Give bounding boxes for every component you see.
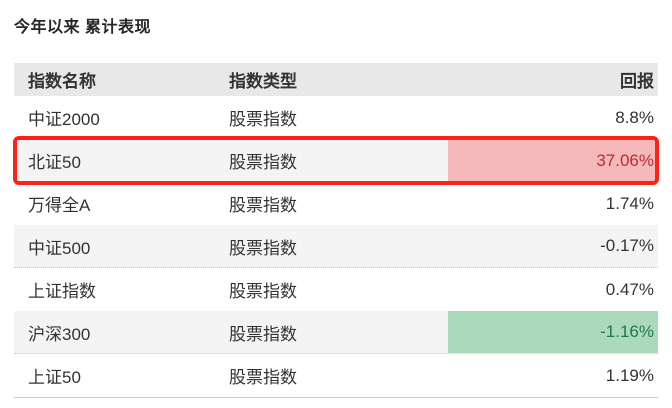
- index-name-cell: 万得全A: [28, 196, 91, 215]
- table-header-row: 指数名称 指数类型 回报: [14, 63, 658, 96]
- header-return: 回报: [620, 72, 654, 91]
- index-type-cell: 股票指数: [229, 368, 297, 387]
- index-type-cell: 股票指数: [229, 282, 297, 301]
- return-cell: 37.06%: [448, 139, 658, 182]
- index-name-cell: 上证50: [28, 368, 81, 387]
- return-cell: 1.19%: [605, 365, 654, 385]
- table-row[interactable]: 上证指数 股票指数 0.47%: [14, 268, 658, 311]
- return-cell: -0.17%: [600, 236, 654, 255]
- table-row[interactable]: 沪深300 股票指数 -1.16%: [14, 311, 658, 354]
- index-type-cell: 股票指数: [229, 324, 297, 344]
- table-row[interactable]: 北证50 股票指数 37.06%: [13, 136, 659, 185]
- return-cell: 8.8%: [615, 107, 654, 127]
- performance-table: 指数名称 指数类型 回报 中证2000 股票指数 8.8% 北证50 股票指数 …: [13, 63, 659, 398]
- header-index-type: 指数类型: [229, 72, 297, 91]
- page: 今年以来 累计表现 指数名称 指数类型 回报 中证2000 股票指数 8.8% …: [13, 19, 659, 398]
- return-cell: 1.74%: [605, 193, 654, 213]
- table-body: 中证2000 股票指数 8.8% 北证50 股票指数 37.06% 万得全A 股…: [13, 96, 659, 398]
- index-name-cell: 沪深300: [28, 324, 91, 344]
- index-type-cell: 股票指数: [229, 110, 297, 129]
- table-row[interactable]: 中证2000 股票指数 8.8%: [14, 96, 658, 139]
- index-name-cell: 中证2000: [28, 110, 100, 129]
- index-name-cell: 北证50: [28, 153, 81, 172]
- index-type-cell: 股票指数: [229, 238, 297, 258]
- table-row[interactable]: 中证500 股票指数 -0.17%: [14, 225, 658, 268]
- index-name-cell: 中证500: [28, 238, 91, 258]
- header-index-name: 指数名称: [28, 72, 96, 91]
- return-cell: 0.47%: [605, 279, 654, 299]
- table-row[interactable]: 上证50 股票指数 1.19%: [14, 354, 658, 397]
- page-title: 今年以来 累计表现: [14, 19, 151, 36]
- table-row[interactable]: 万得全A 股票指数 1.74%: [14, 182, 658, 225]
- index-name-cell: 上证指数: [28, 282, 96, 301]
- return-cell: -1.16%: [448, 311, 658, 353]
- index-type-cell: 股票指数: [229, 196, 297, 215]
- index-type-cell: 股票指数: [229, 153, 297, 172]
